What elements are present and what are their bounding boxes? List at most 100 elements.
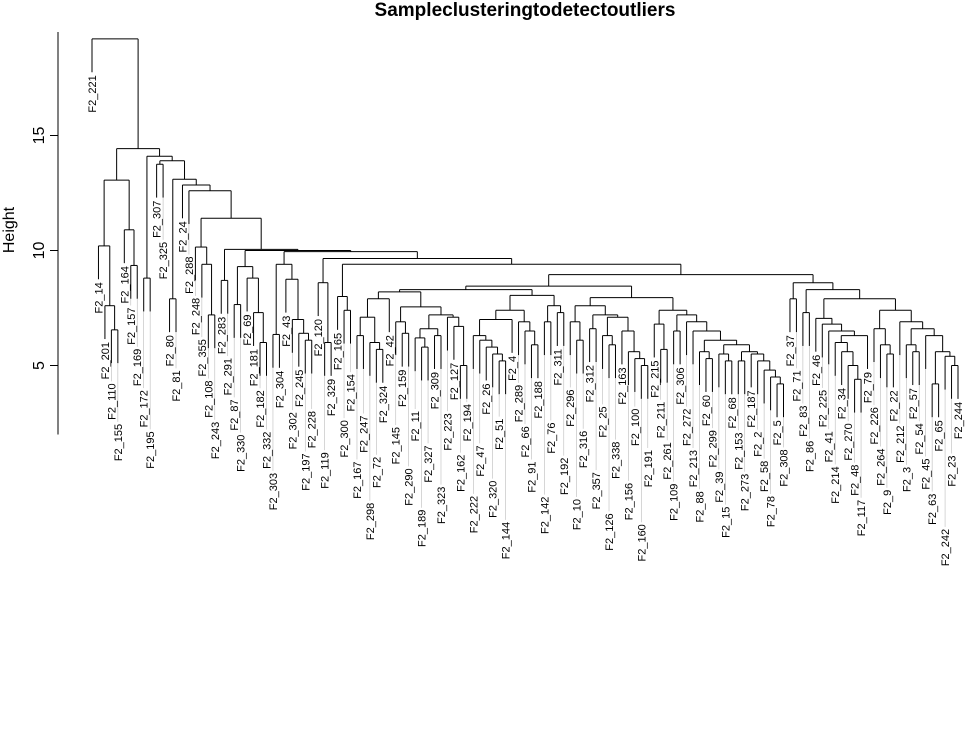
leaf-label: F2_81 — [171, 370, 183, 401]
leaf-label: F2_298 — [365, 503, 377, 540]
leaf-label: F2_195 — [145, 431, 157, 468]
leaf-label: F2_91 — [526, 461, 538, 492]
leaf-label: F2_243 — [210, 422, 222, 459]
leaf-label: F2_26 — [481, 383, 493, 414]
leaf-label: F2_15 — [720, 507, 732, 538]
leaf-label: F2_211 — [656, 402, 668, 439]
leaf-label: F2_144 — [501, 522, 513, 559]
leaf-label: F2_191 — [643, 450, 655, 487]
leaf-label: F2_63 — [927, 494, 939, 525]
leaf-label: F2_23 — [947, 455, 959, 486]
leaf-label: F2_189 — [417, 510, 429, 547]
leaf-label: F2_197 — [300, 453, 312, 490]
leaf-label: F2_304 — [274, 371, 286, 408]
leaf-label: F2_145 — [391, 427, 403, 464]
leaf-label: F2_87 — [229, 399, 241, 430]
leaf-label: F2_66 — [520, 426, 532, 457]
y-tick-label: 10 — [31, 242, 48, 260]
leaf-label: F2_120 — [313, 319, 325, 356]
leaf-label: F2_155 — [113, 424, 125, 461]
leaf-label: F2_47 — [475, 445, 487, 476]
leaf-label: F2_10 — [572, 499, 584, 530]
leaf-label: F2_270 — [843, 423, 855, 460]
leaf-label: F2_355 — [197, 339, 209, 376]
leaf-label: F2_153 — [733, 432, 745, 469]
leaf-label: F2_79 — [863, 372, 875, 403]
leaf-label: F2_273 — [740, 474, 752, 511]
leaf-label: F2_283 — [216, 317, 228, 354]
leaf-label: F2_24 — [177, 221, 189, 252]
leaf-label: F2_5 — [772, 420, 784, 445]
leaf-label: F2_14 — [93, 282, 105, 313]
leaf-label: F2_288 — [184, 257, 196, 294]
leaf-label: F2_48 — [850, 465, 862, 496]
leaf-label: F2_302 — [287, 412, 299, 449]
leaf-label: F2_39 — [714, 471, 726, 502]
leaf-label: F2_316 — [578, 431, 590, 468]
leaf-label: F2_2 — [753, 432, 765, 457]
leaf-label: F2_83 — [798, 406, 810, 437]
leaf-label: F2_100 — [630, 409, 642, 446]
leaf-label: F2_160 — [636, 524, 648, 561]
y-axis: 5 10 15 — [31, 32, 59, 435]
leaf-label: F2_65 — [934, 420, 946, 451]
leaf-label: F2_71 — [791, 370, 803, 401]
y-axis-label: Height — [1, 206, 18, 253]
leaf-label: F2_248 — [190, 298, 202, 335]
leaf-label: F2_72 — [371, 457, 383, 488]
leaf-label: F2_37 — [785, 335, 797, 366]
leaf-label: F2_54 — [914, 423, 926, 454]
leaf-label: F2_299 — [707, 430, 719, 467]
leaf-label: F2_214 — [830, 466, 842, 503]
leaf-label: F2_51 — [494, 419, 506, 450]
y-tick-label: 15 — [31, 127, 48, 145]
leaf-label: F2_165 — [333, 333, 345, 370]
leaf-label: F2_163 — [617, 367, 629, 404]
leaf-label: F2_213 — [688, 450, 700, 487]
leaf-label: F2_215 — [649, 360, 661, 397]
leaf-label: F2_309 — [430, 372, 442, 409]
leaf-label: F2_154 — [346, 374, 358, 411]
leaf-label: F2_264 — [875, 448, 887, 485]
leaf-label: F2_300 — [339, 420, 351, 457]
leaf-label: F2_312 — [585, 365, 597, 402]
leaf-label: F2_42 — [384, 335, 396, 366]
leaf-label: F2_194 — [462, 404, 474, 441]
leaf-label: F2_242 — [940, 529, 952, 566]
leaf-label: F2_162 — [455, 455, 467, 492]
leaf-label: F2_192 — [559, 458, 571, 495]
leaf-label: F2_182 — [255, 390, 267, 427]
leaf-label: F2_172 — [139, 390, 151, 427]
chart-title: Sampleclusteringtodetectoutliers — [374, 0, 676, 21]
leaf-label: F2_108 — [203, 380, 215, 417]
leaf-label: F2_247 — [358, 415, 370, 452]
dendrogram-links — [91, 38, 959, 527]
leaf-label: F2_325 — [158, 242, 170, 279]
leaf-label: F2_69 — [242, 314, 254, 345]
leaf-label: F2_142 — [539, 497, 551, 534]
leaf-label: F2_187 — [746, 390, 758, 427]
leaf-label: F2_338 — [610, 442, 622, 479]
leaf-label: F2_156 — [623, 483, 635, 520]
leaf-label: F2_22 — [888, 390, 900, 421]
leaf-label: F2_58 — [759, 461, 771, 492]
leaf-label: F2_9 — [882, 490, 894, 515]
leaf-label: F2_296 — [565, 389, 577, 426]
leaf-label: F2_228 — [307, 411, 319, 448]
leaf-label: F2_86 — [804, 441, 816, 472]
leaf-label: F2_117 — [856, 500, 868, 537]
leaf-label: F2_223 — [442, 413, 454, 450]
leaf-label: F2_261 — [662, 442, 674, 479]
leaf-label: F2_3 — [901, 467, 913, 492]
leaf-label: F2_78 — [766, 496, 778, 527]
leaf-label: F2_43 — [281, 316, 293, 347]
leaf-label: F2_329 — [326, 379, 338, 416]
leaf-label: F2_357 — [591, 472, 603, 509]
leaf-label: F2_327 — [423, 445, 435, 482]
leaf-label: F2_60 — [701, 395, 713, 426]
leaf-label: F2_188 — [533, 381, 545, 418]
leaf-label: F2_41 — [824, 431, 836, 462]
leaf-label: F2_290 — [404, 468, 416, 505]
leaf-label: F2_320 — [488, 481, 500, 518]
